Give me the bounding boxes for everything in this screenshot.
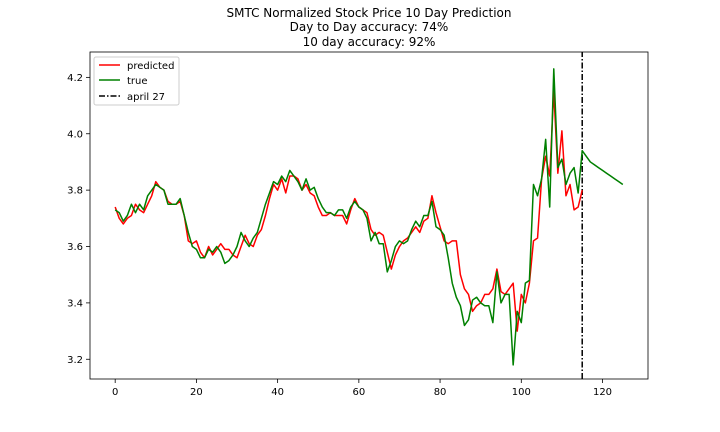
x-axis: 0 20 40 60 80 100 120 bbox=[112, 379, 612, 398]
y-tick-label: 3.8 bbox=[67, 186, 83, 197]
y-tick-label: 3.6 bbox=[67, 242, 83, 253]
x-tick-label: 80 bbox=[434, 387, 447, 398]
y-tick-label: 4.0 bbox=[67, 129, 83, 140]
y-axis: 3.2 3.4 3.6 3.8 4.0 4.2 bbox=[67, 73, 90, 366]
y-tick-label: 3.4 bbox=[67, 298, 83, 309]
chart-title: SMTC Normalized Stock Price 10 Day Predi… bbox=[227, 6, 512, 20]
series-layer bbox=[114, 52, 624, 379]
plot-area: 0 20 40 60 80 100 120 3.2 3.4 3.6 3.8 4.0 4.2 bbox=[67, 51, 649, 398]
chart-subtitle-accuracy-10day: 10 day accuracy: 92% bbox=[303, 35, 436, 49]
x-tick-label: 100 bbox=[512, 387, 531, 398]
x-tick-label: 40 bbox=[271, 387, 284, 398]
plot-frame bbox=[89, 51, 649, 380]
series-line-true bbox=[114, 68, 624, 366]
chart-subtitle-accuracy-day: Day to Day accuracy: 74% bbox=[290, 20, 449, 34]
legend: predicted true april 27 bbox=[93, 56, 180, 106]
x-tick-label: 20 bbox=[190, 387, 203, 398]
legend-label-true: true bbox=[127, 76, 148, 87]
y-tick-label: 4.2 bbox=[67, 73, 83, 84]
x-tick-label: 60 bbox=[352, 387, 365, 398]
legend-label-predicted: predicted bbox=[127, 61, 174, 72]
legend-label-april-27: april 27 bbox=[127, 92, 165, 103]
legend-box bbox=[93, 56, 180, 106]
x-tick-label: 0 bbox=[112, 387, 118, 398]
x-tick-label: 120 bbox=[593, 387, 612, 398]
series-line-predicted bbox=[114, 90, 583, 332]
y-tick-label: 3.2 bbox=[67, 355, 83, 366]
